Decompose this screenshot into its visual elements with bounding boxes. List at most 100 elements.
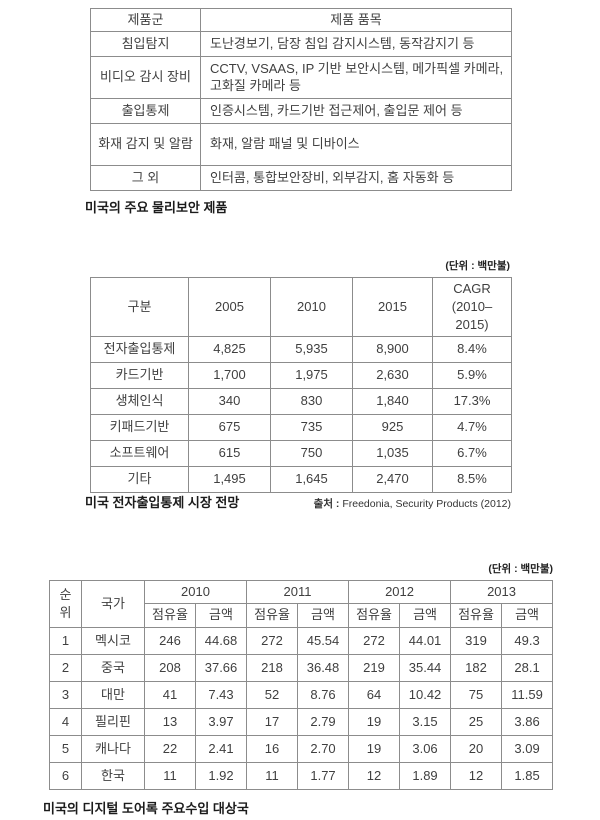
table2-caption-row: 미국 전자출입통제 시장 전망 출처 : Freedonia, Security… (85, 492, 511, 511)
table2-unit-label: (단위 : 백만불) (445, 260, 510, 272)
table-cell: 735 (270, 413, 353, 441)
table-cell: 출입통제 (90, 97, 201, 124)
column-header-share: 점유율 (348, 602, 401, 628)
table-cell: 5,935 (270, 335, 353, 363)
table-cell: 52 (246, 680, 299, 709)
table-cell: 1.77 (297, 761, 350, 790)
table-header-row-metrics: 점유율 금액 점유율 금액 점유율 금액 점유율 금액 (50, 602, 554, 628)
column-header-cagr: CAGR (2010–2015) (432, 277, 512, 337)
table-row: 4 필리핀 13 3.97 17 2.79 19 3.15 25 3.86 (49, 707, 554, 736)
table-cell: 3.06 (399, 734, 452, 763)
table-row: 출입통제 인증시스템, 카드기반 접근제어, 출입문 제어 등 (90, 97, 512, 124)
table-row: 1 멕시코 246 44.68 272 45.54 272 44.01 319 … (49, 626, 554, 655)
table-cell: 37.66 (194, 653, 248, 682)
column-header-share: 점유율 (246, 602, 299, 628)
column-header-amount: 금액 (194, 602, 248, 628)
table-cell: 28.1 (501, 653, 554, 682)
table-cell: 75 (450, 680, 503, 709)
table-cell: 3.86 (501, 707, 554, 736)
table-cell: 44.68 (194, 626, 248, 655)
table2-source: 출처 : Freedonia, Security Products (2012) (314, 496, 511, 511)
table-row: 키패드기반 675 735 925 4.7% (90, 413, 512, 441)
table-cell: 3.09 (501, 734, 554, 763)
table-cell: 7.43 (194, 680, 248, 709)
column-header-country: 국가 (81, 580, 145, 628)
table-cell: 2,470 (352, 465, 433, 493)
digital-doorlock-import-table: 순위 국가 2010 2011 2012 2013 점유율 금액 점유율 금액 … (49, 580, 554, 790)
column-header-amount: 금액 (399, 602, 452, 628)
table-cell: 4,825 (188, 335, 271, 363)
column-header-product-group: 제품군 (90, 8, 201, 32)
table-cell: 8.5% (432, 465, 512, 493)
access-control-market-table: 구분 2005 2010 2015 CAGR (2010–2015) 전자출입통… (90, 277, 512, 493)
table-cell: 11.59 (501, 680, 554, 709)
table-cell: 36.48 (297, 653, 350, 682)
table-cell: 1.89 (399, 761, 452, 790)
table-cell: 22 (144, 734, 196, 763)
country-cell: 필리핀 (81, 707, 145, 736)
table-cell: 44.01 (399, 626, 452, 655)
table-cell: 319 (450, 626, 503, 655)
country-cell: 중국 (81, 653, 145, 682)
row-label-cell: 기타 (90, 465, 189, 493)
rank-cell: 5 (49, 734, 82, 763)
table1-caption: 미국의 주요 물리보안 제품 (85, 200, 228, 215)
table-header-row: 구분 2005 2010 2015 CAGR (2010–2015) (90, 277, 512, 337)
table-cell: 1.85 (501, 761, 554, 790)
table-cell: 도난경보기, 담장 침입 감지시스템, 동작감지기 등 (200, 30, 512, 57)
column-header-year-2010: 2010 (143, 580, 248, 604)
column-header-category: 구분 (90, 277, 189, 337)
column-header-year-2011: 2011 (246, 580, 350, 604)
table-cell: 20 (450, 734, 503, 763)
column-header-share: 점유율 (144, 602, 196, 628)
table-cell: 49.3 (501, 626, 554, 655)
table-cell: 19 (348, 707, 401, 736)
table-cell: 비디오 감시 장비 (90, 55, 201, 99)
physical-security-products-table: 제품군 제품 품목 침입탐지 도난경보기, 담장 침입 감지시스템, 동작감지기… (90, 8, 512, 191)
table-row: 기타 1,495 1,645 2,470 8.5% (90, 465, 512, 493)
table-row: 전자출입통제 4,825 5,935 8,900 8.4% (90, 335, 512, 363)
table-cell: 6.7% (432, 439, 512, 467)
table-row: 6 한국 11 1.92 11 1.77 12 1.89 12 1.85 (49, 761, 554, 790)
table-cell: 1,645 (270, 465, 353, 493)
table-cell: 12 (348, 761, 401, 790)
table-row: 침입탐지 도난경보기, 담장 침입 감지시스템, 동작감지기 등 (90, 30, 512, 57)
column-header-amount: 금액 (297, 602, 350, 628)
table-cell: 1,495 (188, 465, 271, 493)
country-cell: 한국 (81, 761, 145, 790)
table-cell: 2.41 (194, 734, 248, 763)
column-header-rank: 순위 (49, 580, 82, 628)
table-cell: 750 (270, 439, 353, 467)
rank-cell: 2 (49, 653, 82, 682)
table-cell: 침입탐지 (90, 30, 201, 57)
table-cell: 830 (270, 387, 353, 415)
table-row: 5 캐나다 22 2.41 16 2.70 19 3.06 20 3.09 (49, 734, 554, 763)
table-cell: 41 (144, 680, 196, 709)
table-row: 그 외 인터콤, 통합보안장비, 외부감지, 홈 자동화 등 (90, 164, 512, 191)
table-row: 3 대만 41 7.43 52 8.76 64 10.42 75 11.59 (49, 680, 554, 709)
table-cell: 272 (246, 626, 299, 655)
rank-cell: 4 (49, 707, 82, 736)
table-cell: 8.76 (297, 680, 350, 709)
column-header-share: 점유율 (450, 602, 503, 628)
table-cell: 19 (348, 734, 401, 763)
country-cell: 멕시코 (81, 626, 145, 655)
source-text: Freedonia, Security Products (2012) (342, 498, 511, 510)
table-cell: 2.70 (297, 734, 350, 763)
table3-unit-label: (단위 : 백만불) (488, 563, 553, 575)
table-cell: CCTV, VSAAS, IP 기반 보안시스템, 메가픽셀 카메라, 고화질 … (200, 55, 512, 99)
table-cell: 1,975 (270, 361, 353, 389)
table-header-row: 제품군 제품 품목 (90, 8, 512, 32)
table2-caption: 미국 전자출입통제 시장 전망 (85, 495, 240, 510)
table-cell: 218 (246, 653, 299, 682)
table-row: 소프트웨어 615 750 1,035 6.7% (90, 439, 512, 467)
table-cell: 11 (144, 761, 196, 790)
row-label-cell: 전자출입통제 (90, 335, 189, 363)
table-cell: 17.3% (432, 387, 512, 415)
table-cell: 4.7% (432, 413, 512, 441)
table-cell: 246 (144, 626, 196, 655)
row-label-cell: 소프트웨어 (90, 439, 189, 467)
table-cell: 45.54 (297, 626, 350, 655)
table-cell: 3.15 (399, 707, 452, 736)
